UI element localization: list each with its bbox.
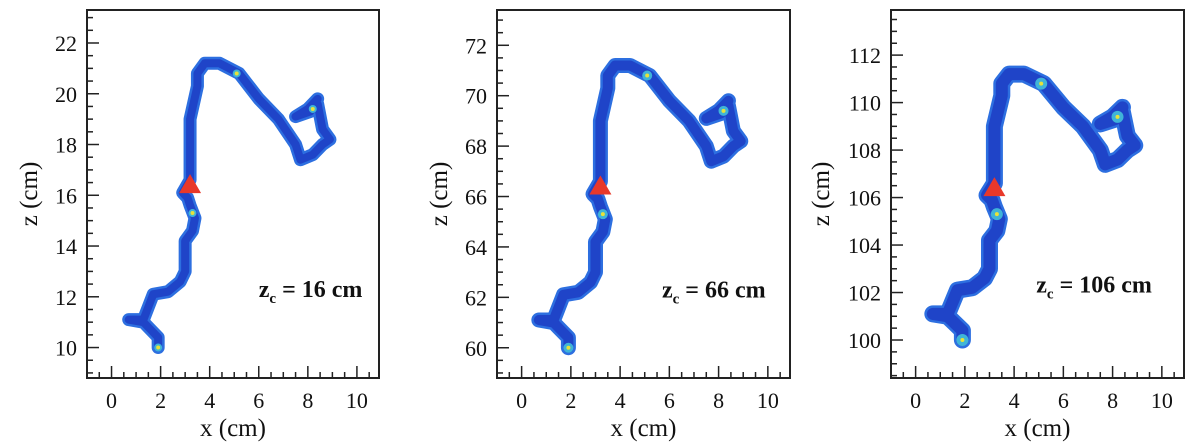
y-tick-label: 66 <box>465 185 487 210</box>
y-tick-label: 104 <box>848 233 881 258</box>
x-tick-label: 8 <box>713 388 724 413</box>
annotation-subscript: c <box>269 291 276 307</box>
x-tick-label: 4 <box>615 388 626 413</box>
hotspot <box>645 73 650 78</box>
y-tick-label: 70 <box>465 84 487 109</box>
x-tick-label: 4 <box>1009 388 1020 413</box>
y-axis-label: z (cm) <box>426 162 453 227</box>
hotspot <box>1115 114 1120 119</box>
zc-annotation: zc = 66 cm <box>662 277 766 307</box>
x-tick-label: 4 <box>204 388 215 413</box>
zc-annotation: zc = 106 cm <box>1036 273 1152 303</box>
y-tick-label: 72 <box>465 33 487 58</box>
y-tick-label: 20 <box>55 82 77 107</box>
y-tick-label: 100 <box>848 328 881 353</box>
track <box>533 60 746 353</box>
panel-3: 0 2 4 6 8 10 100 102 104 106 108 110 112 x (cm) z (cm)… <box>808 9 1185 442</box>
x-tick-label: 6 <box>664 388 675 413</box>
y-tick-label: 22 <box>55 31 77 56</box>
y-axis-label: z (cm) <box>808 162 835 227</box>
hotspot <box>1039 81 1044 86</box>
annotation-subscript: c <box>1047 287 1054 303</box>
x-tick-label: 2 <box>565 388 576 413</box>
track-outline <box>924 65 1144 349</box>
track <box>926 68 1141 347</box>
x-tick-label: 10 <box>346 388 368 413</box>
annotation-subscript: c <box>673 291 680 307</box>
x-tick-label: 8 <box>1107 388 1118 413</box>
annotation-value: = 106 cm <box>1054 273 1152 299</box>
y-tick-label: 10 <box>55 336 77 361</box>
y-tick-label: 106 <box>848 186 881 211</box>
hotspot <box>566 345 571 350</box>
annotation-symbol: z <box>259 277 270 303</box>
vertex-marker <box>179 174 202 194</box>
y-tick-label: 110 <box>849 91 881 116</box>
hotspot <box>994 212 999 217</box>
panel-1: 0 2 4 6 8 10 10 12 14 16 18 20 22 x (cm) z (cm) zc = 16… <box>16 9 380 442</box>
x-tick-label: 0 <box>106 388 117 413</box>
y-tick-label: 60 <box>465 336 487 361</box>
y-tick-label: 102 <box>848 281 881 306</box>
y-tick-label: 62 <box>465 285 487 310</box>
x-tick-label: 2 <box>155 388 166 413</box>
vertex-marker <box>589 175 612 195</box>
x-tick-label: 6 <box>1058 388 1069 413</box>
y-tick-label: 16 <box>55 183 77 208</box>
hotspot <box>721 108 726 113</box>
annotation-value: = 16 cm <box>276 277 362 303</box>
track-outline <box>531 57 749 356</box>
x-tick-label: 10 <box>1151 388 1173 413</box>
annotation-symbol: z <box>662 277 673 303</box>
hotspot <box>600 212 605 217</box>
y-tick-label: 112 <box>849 43 881 68</box>
y-tick-label: 64 <box>465 235 487 260</box>
plot-frame <box>496 9 791 379</box>
x-tick-label: 6 <box>253 388 264 413</box>
plot-frame <box>890 9 1185 379</box>
y-tick-label: 108 <box>848 138 881 163</box>
y-tick-label: 12 <box>55 285 77 310</box>
x-tick-label: 2 <box>959 388 970 413</box>
x-tick-label: 0 <box>516 388 527 413</box>
hotspot <box>156 345 161 350</box>
annotation-value: = 66 cm <box>679 277 765 303</box>
track <box>124 59 334 352</box>
hotspot <box>310 106 315 111</box>
hotspot <box>960 338 965 343</box>
zc-annotation: zc = 16 cm <box>259 277 363 307</box>
annotation-symbol: z <box>1036 273 1047 299</box>
y-tick-label: 68 <box>465 134 487 159</box>
track-outline <box>122 56 337 355</box>
y-tick-label: 18 <box>55 133 77 158</box>
hotspot <box>190 211 195 216</box>
y-axis-label: z (cm) <box>16 162 43 227</box>
x-axis-label: x (cm) <box>1005 415 1071 442</box>
x-axis-label: x (cm) <box>200 415 266 442</box>
x-tick-label: 10 <box>757 388 779 413</box>
vertex-marker <box>983 177 1006 197</box>
x-axis-label: x (cm) <box>611 415 677 442</box>
x-tick-label: 0 <box>910 388 921 413</box>
plot-frame <box>86 9 380 379</box>
y-tick-label: 14 <box>55 234 77 259</box>
x-tick-label: 8 <box>302 388 313 413</box>
hotspot <box>234 71 239 76</box>
